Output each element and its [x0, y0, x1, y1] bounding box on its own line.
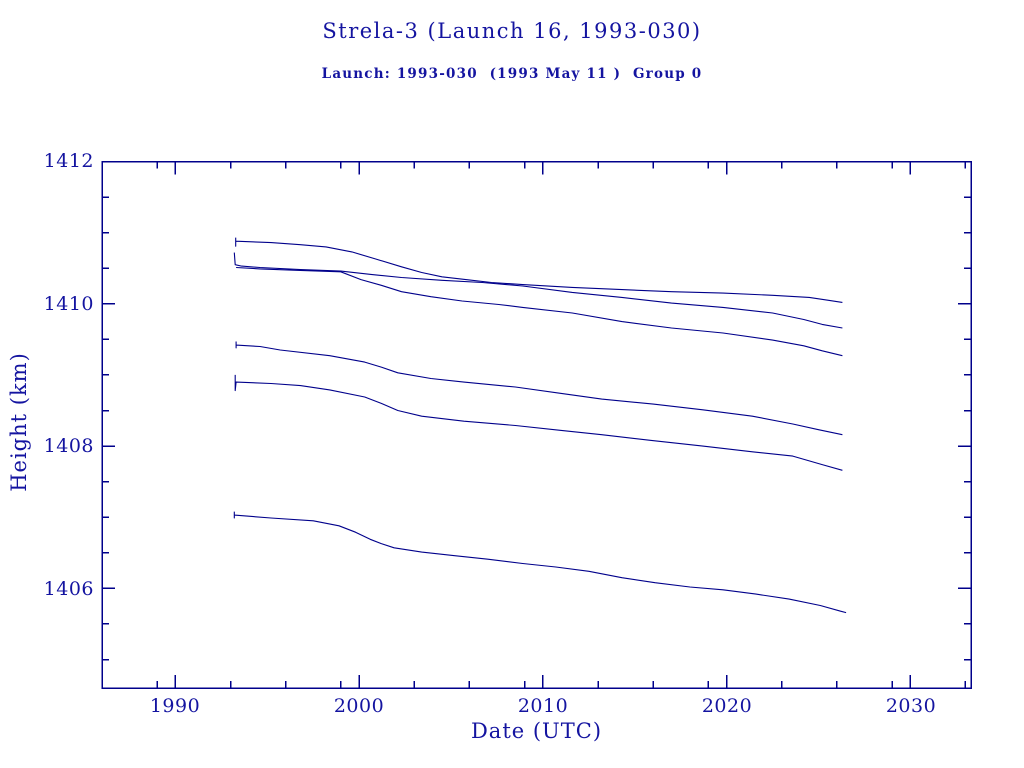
data-series — [233, 237, 847, 614]
height-curve-3 — [236, 266, 843, 357]
axis-ticks — [102, 160, 971, 688]
plot-border — [101, 160, 972, 689]
x-axis-label: Date (UTC) — [470, 719, 603, 743]
height-curve-2 — [233, 252, 843, 329]
x-tick-label-2000: 2000 — [333, 695, 385, 717]
x-tick-label-1990: 1990 — [149, 695, 201, 717]
x-tick-label-2010: 2010 — [517, 695, 569, 717]
y-tick-label-1408: 1408 — [43, 435, 94, 457]
y-axis-label: Height (km) — [7, 352, 31, 492]
page-title: Strela-3 (Launch 16, 1993-030) — [322, 19, 702, 43]
page-subtitle: Launch: 1993-030 (1993 May 11 ) Group 0 — [321, 66, 703, 82]
height-curve-6 — [233, 511, 847, 614]
y-tick-label-1406: 1406 — [43, 578, 94, 600]
x-tick-label-2020: 2020 — [701, 695, 753, 717]
plot-frame — [101, 160, 972, 689]
height-curve-5 — [234, 374, 843, 471]
height-curve-4 — [235, 341, 843, 436]
height-curve-1 — [235, 237, 843, 303]
y-tick-label-1412: 1412 — [43, 150, 94, 172]
x-tick-label-2030: 2030 — [885, 695, 937, 717]
y-tick-label-1410: 1410 — [43, 293, 94, 315]
